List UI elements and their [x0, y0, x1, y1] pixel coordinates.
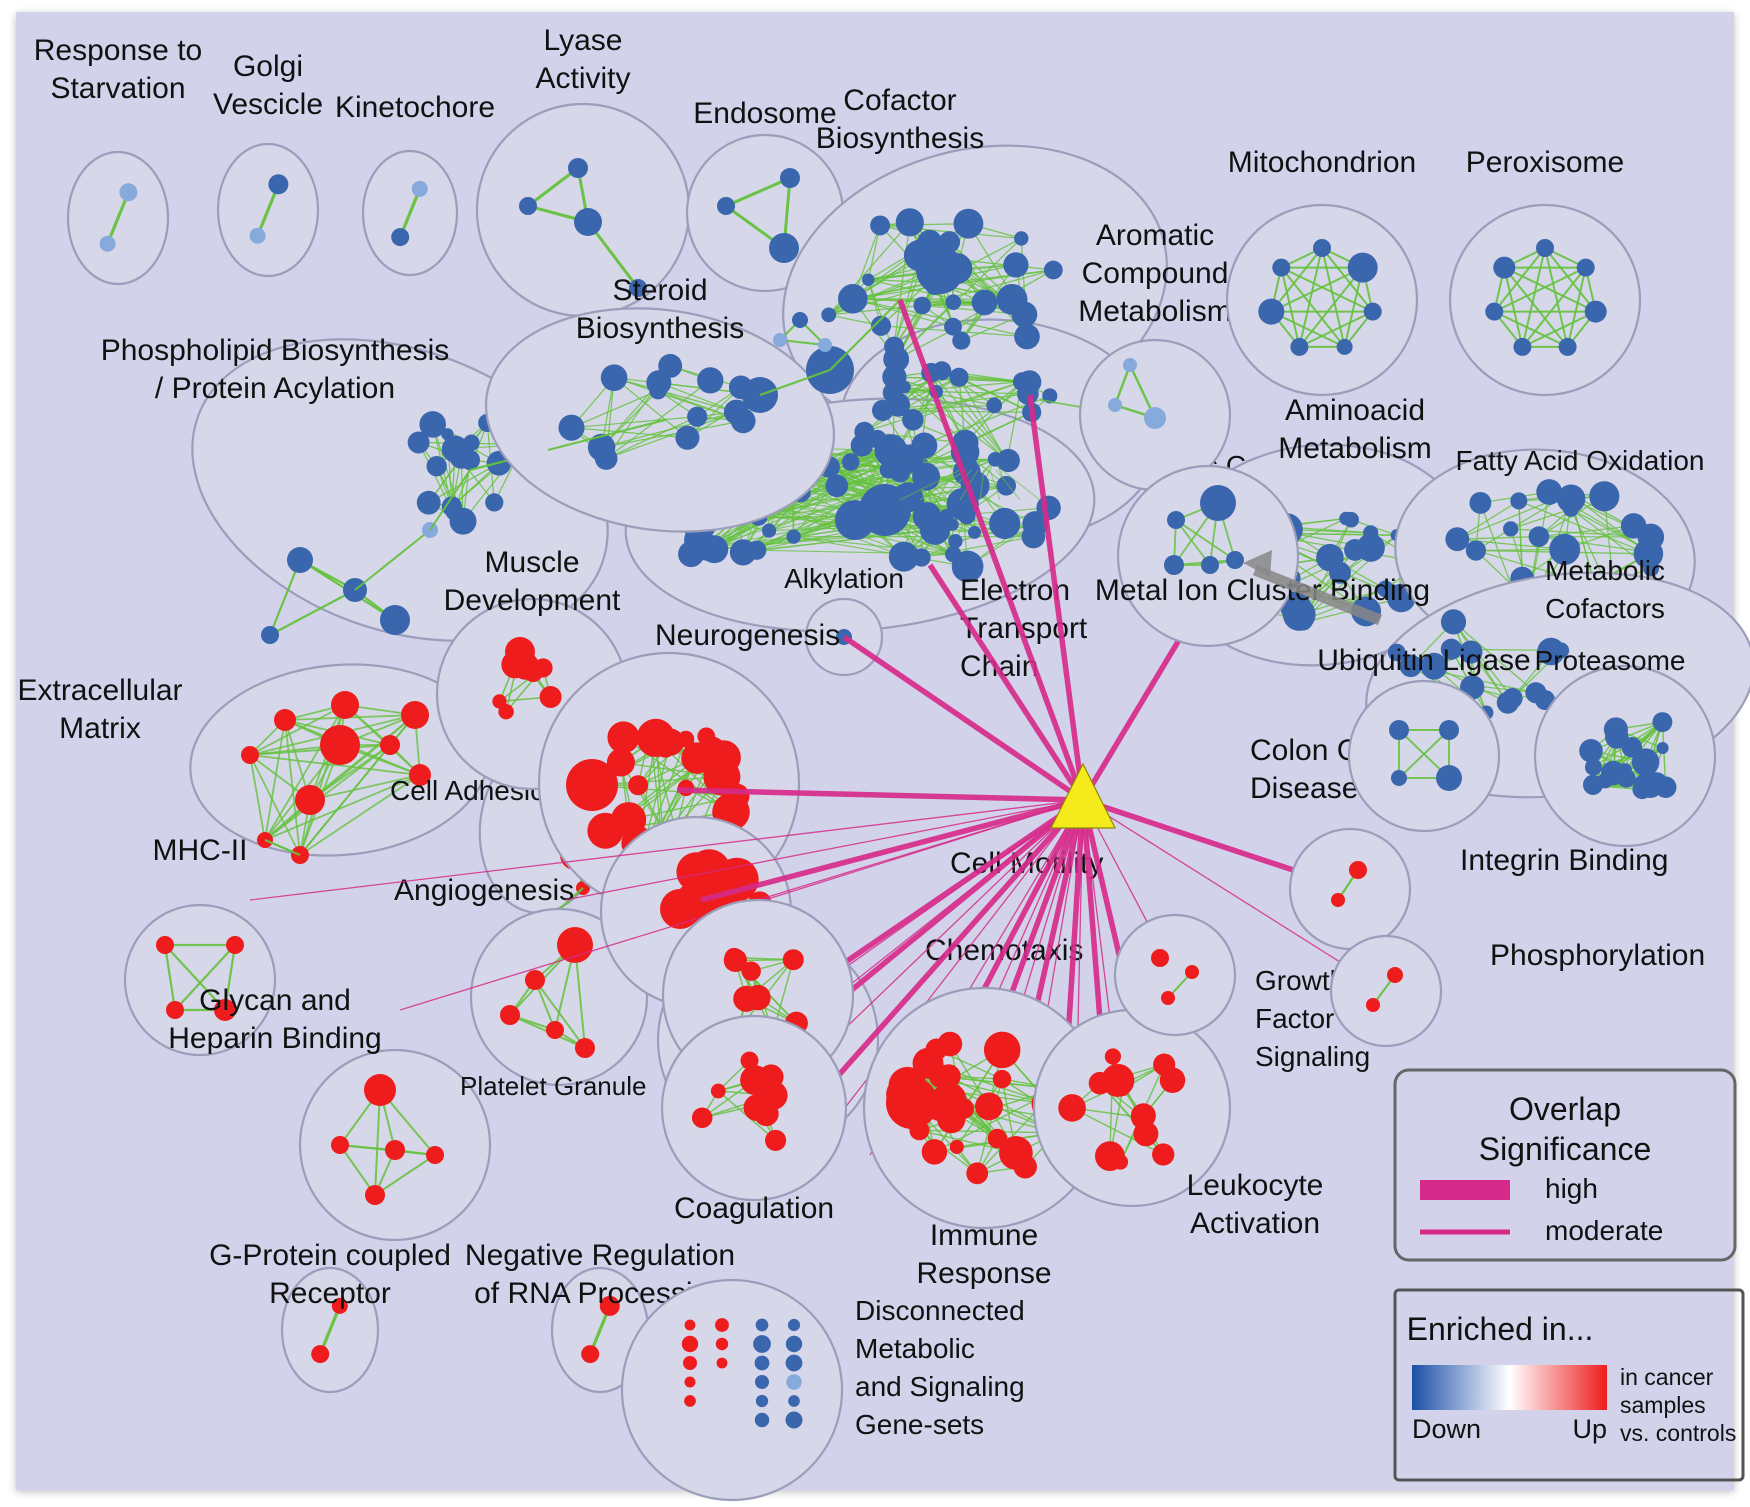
svg-text:Golgi: Golgi: [233, 50, 303, 83]
svg-text:Lyase: Lyase: [544, 24, 623, 57]
svg-text:Activation: Activation: [1190, 1207, 1320, 1240]
svg-text:Extracellular: Extracellular: [17, 674, 182, 707]
svg-text:Biosynthesis: Biosynthesis: [576, 312, 744, 345]
svg-text:Neurogenesis: Neurogenesis: [655, 619, 840, 652]
svg-text:Down: Down: [1412, 1414, 1481, 1444]
svg-text:/ Protein Acylation: / Protein Acylation: [155, 372, 395, 405]
svg-text:Significance: Significance: [1479, 1131, 1652, 1167]
svg-text:Coagulation: Coagulation: [674, 1192, 834, 1225]
svg-text:and Signaling: and Signaling: [855, 1371, 1025, 1402]
svg-text:Immune: Immune: [930, 1219, 1038, 1252]
svg-text:high: high: [1545, 1173, 1598, 1204]
svg-text:Phospholipid Biosynthesis: Phospholipid Biosynthesis: [101, 334, 450, 367]
svg-text:Kinetochore: Kinetochore: [335, 91, 495, 124]
svg-text:Metabolism: Metabolism: [1278, 432, 1431, 465]
svg-text:Proteasome: Proteasome: [1535, 645, 1686, 676]
svg-text:Cofactor: Cofactor: [843, 84, 956, 117]
svg-text:G-Protein coupled: G-Protein coupled: [209, 1239, 451, 1272]
svg-text:Compound: Compound: [1082, 257, 1229, 290]
svg-text:MHC-II: MHC-II: [153, 834, 248, 867]
svg-text:Aromatic: Aromatic: [1096, 219, 1214, 252]
svg-text:Factor: Factor: [1255, 1003, 1334, 1034]
svg-text:Matrix: Matrix: [59, 712, 141, 745]
svg-text:moderate: moderate: [1545, 1215, 1663, 1246]
svg-text:Aminoacid: Aminoacid: [1285, 394, 1425, 427]
svg-text:Mitochondrion: Mitochondrion: [1228, 146, 1416, 179]
svg-text:Negative Regulation: Negative Regulation: [465, 1239, 735, 1272]
svg-text:Activity: Activity: [535, 62, 630, 95]
svg-text:Overlap: Overlap: [1509, 1091, 1621, 1127]
svg-text:Signaling: Signaling: [1255, 1041, 1370, 1072]
svg-text:Platelet Granule: Platelet Granule: [460, 1071, 646, 1101]
svg-text:Leukocyte: Leukocyte: [1187, 1169, 1324, 1202]
svg-text:Glycan and: Glycan and: [199, 984, 351, 1017]
svg-text:Muscle: Muscle: [484, 546, 579, 579]
svg-text:in cancer: in cancer: [1620, 1364, 1714, 1390]
svg-text:Phosphorylation: Phosphorylation: [1490, 939, 1705, 972]
svg-text:Development: Development: [444, 584, 621, 617]
svg-text:Alkylation: Alkylation: [784, 563, 904, 594]
svg-text:Heparin Binding: Heparin Binding: [168, 1022, 381, 1055]
svg-text:Steroid: Steroid: [612, 274, 707, 307]
svg-text:Integrin Binding: Integrin Binding: [1460, 844, 1668, 877]
svg-text:Ubiquitin Ligase: Ubiquitin Ligase: [1317, 644, 1530, 677]
svg-text:Gene-sets: Gene-sets: [855, 1409, 984, 1440]
svg-text:Metabolism: Metabolism: [1078, 295, 1231, 328]
svg-text:Biosynthesis: Biosynthesis: [816, 122, 984, 155]
svg-text:Vescicle: Vescicle: [213, 88, 323, 121]
svg-text:Receptor: Receptor: [269, 1277, 391, 1310]
svg-text:Disconnected: Disconnected: [855, 1295, 1025, 1326]
svg-text:Enriched in...: Enriched in...: [1407, 1311, 1594, 1347]
svg-text:vs. controls: vs. controls: [1620, 1420, 1736, 1446]
svg-text:Up: Up: [1572, 1414, 1607, 1444]
svg-text:Fatty Acid Oxidation: Fatty Acid Oxidation: [1455, 445, 1704, 476]
svg-text:Starvation: Starvation: [50, 72, 185, 105]
svg-text:Metal Ion Cluster Binding: Metal Ion Cluster Binding: [1095, 574, 1430, 607]
svg-text:Peroxisome: Peroxisome: [1466, 146, 1624, 179]
svg-text:Response: Response: [916, 1257, 1051, 1290]
svg-text:samples: samples: [1620, 1392, 1706, 1418]
svg-text:Metabolic: Metabolic: [1545, 555, 1665, 586]
svg-text:Metabolic: Metabolic: [855, 1333, 975, 1364]
svg-text:Cofactors: Cofactors: [1545, 593, 1665, 624]
svg-text:Response to: Response to: [34, 34, 202, 67]
